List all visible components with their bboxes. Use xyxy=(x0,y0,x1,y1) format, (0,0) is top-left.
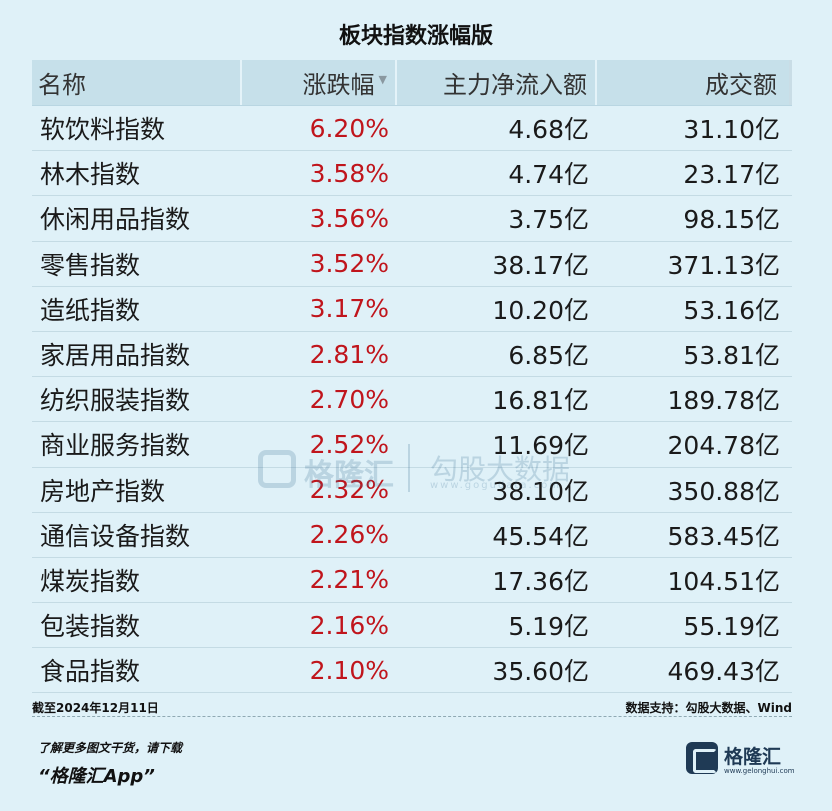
cell-name: 造纸指数 xyxy=(40,295,141,325)
cell-turnover: 469.43亿 xyxy=(667,657,780,687)
cell-net-inflow: 5.19亿 xyxy=(508,612,589,642)
promo-app-name: “格隆汇App” xyxy=(38,766,155,787)
cell-turnover: 371.13亿 xyxy=(667,250,780,280)
table-header: 名称 涨跌幅 ▼ 主力净流入额 成交额 xyxy=(32,60,792,106)
cell-name: 房地产指数 xyxy=(40,476,166,506)
table-row[interactable]: 软饮料指数 6.20% 4.68亿 31.10亿 xyxy=(32,106,792,152)
column-header-label: 主力净流入额 xyxy=(443,71,587,99)
gelonghui-g-logo-icon xyxy=(686,742,718,774)
data-source-note: 数据支持：勾股大数据、Wind xyxy=(625,701,792,715)
column-header-change[interactable]: 涨跌幅 ▼ xyxy=(242,60,397,105)
table-row[interactable]: 食品指数 2.10% 35.60亿 469.43亿 xyxy=(32,648,792,694)
cell-change: 3.56% xyxy=(309,203,389,233)
cell-change: 2.21% xyxy=(309,565,389,595)
sort-down-icon: ▼ xyxy=(378,73,387,86)
cell-change: 6.20% xyxy=(309,113,389,143)
cell-turnover: 53.81亿 xyxy=(683,341,780,371)
cell-name: 包装指数 xyxy=(40,612,141,642)
cell-turnover: 23.17亿 xyxy=(683,160,780,190)
cell-change: 3.52% xyxy=(309,249,389,279)
cell-change: 2.10% xyxy=(309,655,389,685)
cell-net-inflow: 6.85亿 xyxy=(508,341,589,371)
cell-change: 2.26% xyxy=(309,520,389,550)
cell-net-inflow: 35.60亿 xyxy=(492,657,589,687)
table-row[interactable]: 商业服务指数 2.52% 11.69亿 204.78亿 xyxy=(32,422,792,468)
cell-net-inflow: 11.69亿 xyxy=(492,431,589,461)
table-row[interactable]: 造纸指数 3.17% 10.20亿 53.16亿 xyxy=(32,287,792,332)
cell-turnover: 98.15亿 xyxy=(683,205,780,235)
cell-change: 2.81% xyxy=(309,339,389,369)
cell-name: 零售指数 xyxy=(40,250,141,280)
cell-net-inflow: 16.81亿 xyxy=(492,386,589,416)
cell-net-inflow: 3.75亿 xyxy=(508,205,589,235)
logo-url: www.gelonghui.com xyxy=(724,767,795,775)
cell-turnover: 55.19亿 xyxy=(683,612,780,642)
column-header-net-inflow[interactable]: 主力净流入额 xyxy=(397,60,597,105)
cell-net-inflow: 45.54亿 xyxy=(492,521,589,551)
table-body: 软饮料指数 6.20% 4.68亿 31.10亿林木指数 3.58% 4.74亿 23.17… xyxy=(32,106,792,694)
cell-turnover: 53.16亿 xyxy=(683,295,780,325)
cell-name: 家居用品指数 xyxy=(40,341,191,371)
promo-text: 了解更多图文干货，请下载 xyxy=(38,741,183,755)
table-row[interactable]: 煤炭指数 2.21% 17.36亿 104.51亿 xyxy=(32,558,792,604)
cell-name: 食品指数 xyxy=(40,657,141,687)
cell-turnover: 583.45亿 xyxy=(667,521,780,551)
cell-net-inflow: 38.17亿 xyxy=(492,250,589,280)
footer-divider xyxy=(32,716,792,717)
table-row[interactable]: 林木指数 3.58% 4.74亿 23.17亿 xyxy=(32,151,792,197)
cell-name: 商业服务指数 xyxy=(40,431,191,461)
column-header-turnover[interactable]: 成交额 xyxy=(597,60,792,105)
cell-turnover: 204.78亿 xyxy=(667,431,780,461)
gelonghui-logo: 格隆汇 www.gelonghui.com xyxy=(686,742,795,778)
cell-net-inflow: 17.36亿 xyxy=(492,566,589,596)
cell-change: 2.52% xyxy=(309,429,389,459)
column-header-label: 涨跌幅 xyxy=(302,71,375,99)
cell-turnover: 31.10亿 xyxy=(683,115,780,145)
table-row[interactable]: 零售指数 3.52% 38.17亿 371.13亿 xyxy=(32,242,792,287)
cell-turnover: 104.51亿 xyxy=(667,566,780,596)
cell-turnover: 189.78亿 xyxy=(667,386,780,416)
cell-name: 休闲用品指数 xyxy=(40,205,191,235)
table-row[interactable]: 纺织服装指数 2.70% 16.81亿 189.78亿 xyxy=(32,377,792,423)
column-header-label: 名称 xyxy=(38,71,86,99)
cell-name: 软饮料指数 xyxy=(40,115,166,145)
column-header-label: 成交额 xyxy=(705,71,777,99)
table-row[interactable]: 通信设备指数 2.26% 45.54亿 583.45亿 xyxy=(32,513,792,558)
sector-index-table: 名称 涨跌幅 ▼ 主力净流入额 成交额 软饮料指数 6.20% 4.68亿 31.10亿… xyxy=(32,60,792,694)
cell-change: 3.17% xyxy=(309,294,389,324)
cell-name: 煤炭指数 xyxy=(40,566,141,596)
cell-net-inflow: 4.74亿 xyxy=(508,160,589,190)
column-header-name[interactable]: 名称 xyxy=(32,60,242,105)
cell-name: 通信设备指数 xyxy=(40,521,191,551)
cell-change: 2.32% xyxy=(309,475,389,505)
cell-net-inflow: 4.68亿 xyxy=(508,115,589,145)
logo-name: 格隆汇 xyxy=(724,746,782,768)
cell-name: 纺织服装指数 xyxy=(40,386,191,416)
table-row[interactable]: 家居用品指数 2.81% 6.85亿 53.81亿 xyxy=(32,332,792,378)
cell-net-inflow: 10.20亿 xyxy=(492,295,589,325)
cell-turnover: 350.88亿 xyxy=(667,476,780,506)
cell-net-inflow: 38.10亿 xyxy=(492,476,589,506)
cell-change: 2.16% xyxy=(309,610,389,640)
date-note: 截至2024年12月11日 xyxy=(32,701,159,715)
cell-change: 2.70% xyxy=(309,384,389,414)
cell-name: 林木指数 xyxy=(40,160,141,190)
table-row[interactable]: 休闲用品指数 3.56% 3.75亿 98.15亿 xyxy=(32,196,792,242)
table-row[interactable]: 包装指数 2.16% 5.19亿 55.19亿 xyxy=(32,603,792,649)
table-row[interactable]: 房地产指数 2.32% 38.10亿 350.88亿 xyxy=(32,468,792,513)
page-title: 板块指数涨幅版 xyxy=(338,24,493,49)
cell-change: 3.58% xyxy=(309,158,389,188)
